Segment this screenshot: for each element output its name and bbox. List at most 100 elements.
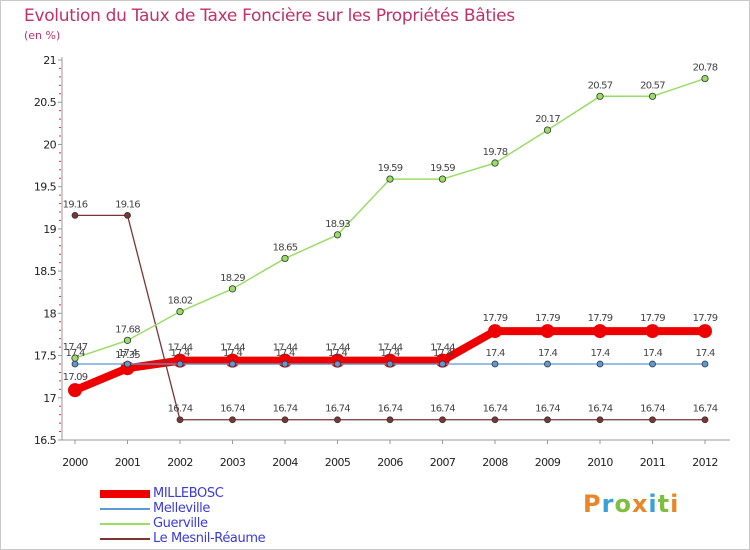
data-point — [439, 360, 446, 368]
data-label: 16.74 — [325, 404, 350, 415]
legend-swatch — [100, 523, 150, 525]
legend-label: Le Mesnil-Réaume — [153, 531, 266, 546]
data-label: 17.44 — [220, 343, 245, 354]
data-label: 19.59 — [378, 163, 403, 174]
data-point — [71, 360, 79, 368]
y-tick-label: 17 — [43, 392, 56, 405]
x-tick-label: 2006 — [377, 456, 403, 469]
data-label: 16.74 — [273, 404, 298, 415]
data-point — [71, 211, 79, 219]
data-label: 17.79 — [693, 313, 718, 324]
data-point — [649, 416, 656, 424]
y-tick-label: 19 — [43, 223, 56, 236]
legend-swatch — [100, 538, 150, 540]
data-label: 16.74 — [588, 404, 613, 415]
data-label: 17.35 — [115, 350, 140, 361]
data-label: 16.74 — [640, 404, 665, 415]
y-tick-label: 17.5 — [34, 350, 57, 363]
data-point — [544, 360, 551, 368]
data-point — [439, 416, 446, 424]
data-point — [701, 74, 709, 83]
data-point — [488, 324, 502, 339]
data-point — [593, 324, 607, 339]
x-tick-label: 2008 — [482, 456, 508, 469]
data-label: 17.79 — [535, 313, 560, 324]
data-point — [543, 126, 552, 134]
x-tick-label: 2005 — [325, 456, 351, 469]
data-label: 17.79 — [588, 313, 613, 324]
legend-item: Le Mesnil-Réaume — [100, 531, 360, 546]
data-label: 17.68 — [115, 324, 140, 335]
legend-label: Melleville — [153, 501, 210, 516]
data-point — [438, 175, 447, 183]
data-label: 18.29 — [220, 273, 245, 284]
data-label: 19.59 — [430, 163, 455, 174]
data-point — [596, 92, 604, 100]
data-point — [228, 285, 237, 293]
legend-label: MILLEBOSC — [153, 486, 224, 501]
y-tick-label: 19.5 — [34, 181, 57, 194]
data-label: 17.44 — [168, 343, 193, 354]
legend-swatch — [100, 490, 150, 498]
x-tick-label: 2001 — [115, 456, 141, 469]
x-tick-label: 2000 — [62, 456, 88, 469]
data-point — [491, 416, 499, 424]
data-label: 17.44 — [325, 343, 350, 354]
data-point — [701, 360, 709, 368]
data-point — [596, 360, 604, 368]
data-point — [71, 354, 79, 362]
data-point — [596, 416, 604, 424]
data-point — [649, 360, 656, 368]
x-tick-label: 2009 — [535, 456, 561, 469]
data-label: 18.65 — [273, 242, 298, 253]
data-label: 17.4 — [118, 348, 138, 359]
data-label: 16.74 — [168, 404, 193, 415]
data-point — [491, 159, 499, 167]
data-point — [698, 324, 712, 339]
data-point — [176, 308, 184, 316]
data-label: 17.4 — [328, 348, 348, 359]
data-label: 20.78 — [693, 63, 718, 74]
x-tick-label: 2012 — [692, 456, 718, 469]
y-tick-label: 18.5 — [34, 265, 57, 278]
data-label: 17.4 — [223, 348, 243, 359]
data-label: 17.09 — [63, 372, 88, 383]
data-label: 17.4 — [695, 348, 715, 359]
data-label: 17.4 — [433, 348, 453, 359]
data-label: 17.44 — [430, 343, 455, 354]
data-point — [544, 416, 551, 424]
data-point — [701, 416, 709, 424]
y-tick-label: 20 — [43, 138, 56, 151]
data-label: 17.44 — [378, 343, 403, 354]
x-tick-label: 2002 — [167, 456, 193, 469]
legend-item: MILLEBOSC — [100, 486, 360, 501]
data-point — [334, 416, 341, 424]
data-point — [124, 211, 131, 219]
data-label: 17.4 — [643, 348, 663, 359]
data-label: 17.4 — [170, 348, 190, 359]
data-point — [491, 360, 499, 368]
data-label: 18.02 — [168, 296, 193, 307]
data-point — [176, 416, 184, 424]
data-label: 17.4 — [65, 348, 85, 359]
legend-label: Guerville — [153, 516, 208, 531]
legend-item: Guerville — [100, 516, 360, 531]
data-label: 17.4 — [275, 348, 295, 359]
data-label: 17.4 — [538, 348, 558, 359]
data-point — [386, 360, 394, 368]
x-tick-label: 2007 — [430, 456, 456, 469]
data-point — [540, 324, 555, 339]
data-label: 20.57 — [640, 80, 665, 91]
data-point — [645, 324, 660, 339]
data-label: 20.17 — [535, 114, 560, 125]
data-point — [648, 92, 657, 100]
data-point — [120, 361, 135, 376]
data-label: 16.74 — [693, 404, 718, 415]
data-point — [281, 416, 289, 424]
data-label: 19.16 — [115, 199, 140, 210]
x-tick-label: 2011 — [640, 456, 666, 469]
data-label: 17.4 — [590, 348, 610, 359]
y-tick-label: 18 — [43, 307, 56, 320]
y-tick-label: 16.5 — [34, 434, 57, 447]
